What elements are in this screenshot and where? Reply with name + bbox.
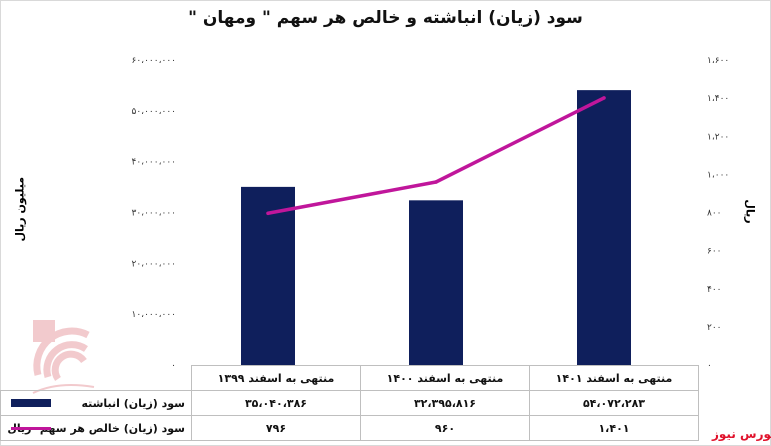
left-tick-label: ۳۰،۰۰۰،۰۰۰	[132, 209, 176, 219]
left-tick-label: ۴۰،۰۰۰،۰۰۰	[132, 158, 176, 168]
data-cell: ۷۹۶	[191, 415, 361, 441]
data-table: منتهی به اسفند ۱۳۹۹ منتهی به اسفند ۱۴۰۰ …	[0, 365, 699, 441]
category-label: منتهی به اسفند ۱۳۹۹	[191, 365, 361, 391]
right-tick-label: ۰	[707, 361, 712, 371]
series-line	[267, 96, 605, 215]
legend-key-line	[11, 427, 51, 430]
data-cell: ۱،۴۰۱	[529, 415, 699, 441]
category-label: منتهی به اسفند ۱۴۰۱	[529, 365, 699, 391]
left-tick-label: ۱۰،۰۰۰،۰۰۰	[132, 310, 176, 320]
left-tick-label: ۲۰،۰۰۰،۰۰۰	[132, 259, 176, 269]
left-tick-label: ۵۰،۰۰۰،۰۰۰	[132, 107, 176, 117]
table-row-bar-series: سود (زیان) انباشته ۳۵،۰۴۰،۳۸۶ ۳۲،۳۹۵،۸۱۶…	[0, 390, 699, 416]
watermark-logo	[28, 315, 98, 395]
legend-entry-line: سود (زیان) خالص هر سهم- ریال	[0, 415, 192, 441]
line-point	[434, 180, 438, 184]
line-series	[266, 96, 606, 216]
right-tick-label: ۱،۲۰۰	[707, 132, 729, 142]
data-cell: ۳۲،۳۹۵،۸۱۶	[360, 390, 530, 416]
right-tick-label: ۱،۰۰۰	[707, 170, 729, 180]
bar	[409, 200, 463, 365]
watermark-logo-graphic	[32, 320, 95, 394]
right-tick-label: ۸۰۰	[707, 209, 722, 219]
left-axis-ticks: ۰ ۱۰،۰۰۰،۰۰۰ ۲۰،۰۰۰،۰۰۰ ۳۰،۰۰۰،۰۰۰ ۴۰،۰۰۰،۰۰…	[132, 56, 176, 371]
left-tick-label: ۶۰،۰۰۰،۰۰۰	[132, 56, 176, 66]
left-tick-label: ۰	[171, 361, 176, 371]
right-axis-ticks: ۰ ۲۰۰ ۴۰۰ ۶۰۰ ۸۰۰ ۱،۰۰۰ ۱،۲۰۰ ۱،۴۰۰ ۱،۶۰۰	[707, 56, 729, 371]
right-tick-label: ۱،۶۰۰	[707, 56, 729, 66]
bar	[241, 186, 295, 365]
bar	[577, 90, 631, 365]
legend-entry-bar: سود (زیان) انباشته	[0, 390, 192, 416]
right-tick-label: ۲۰۰	[707, 323, 722, 333]
line-point	[266, 211, 270, 216]
source-label: بورس نیوز	[712, 427, 771, 441]
data-cell: ۹۶۰	[360, 415, 530, 441]
table-row-line-series: سود (زیان) خالص هر سهم- ریال ۷۹۶ ۹۶۰ ۱،۴…	[0, 415, 699, 441]
right-tick-label: ۶۰۰	[707, 247, 722, 257]
bar-series	[241, 90, 631, 365]
series-name: سود (زیان) انباشته	[81, 396, 185, 410]
legend-key-bar	[11, 399, 51, 407]
table-header-row: منتهی به اسفند ۱۳۹۹ منتهی به اسفند ۱۴۰۰ …	[1, 365, 699, 391]
right-tick-label: ۴۰۰	[707, 285, 722, 295]
line-point	[602, 96, 606, 100]
series-name: سود (زیان) خالص هر سهم- ریال	[7, 421, 185, 435]
right-tick-label: ۱،۴۰۰	[707, 94, 729, 104]
data-cell: ۵۴،۰۷۲،۲۸۳	[529, 390, 699, 416]
data-cell: ۳۵،۰۴۰،۳۸۶	[191, 390, 361, 416]
category-label: منتهی به اسفند ۱۴۰۰	[360, 365, 530, 391]
chart-title: سود (زیان) انباشته و خالص هر سهم " ومهان…	[188, 8, 583, 28]
